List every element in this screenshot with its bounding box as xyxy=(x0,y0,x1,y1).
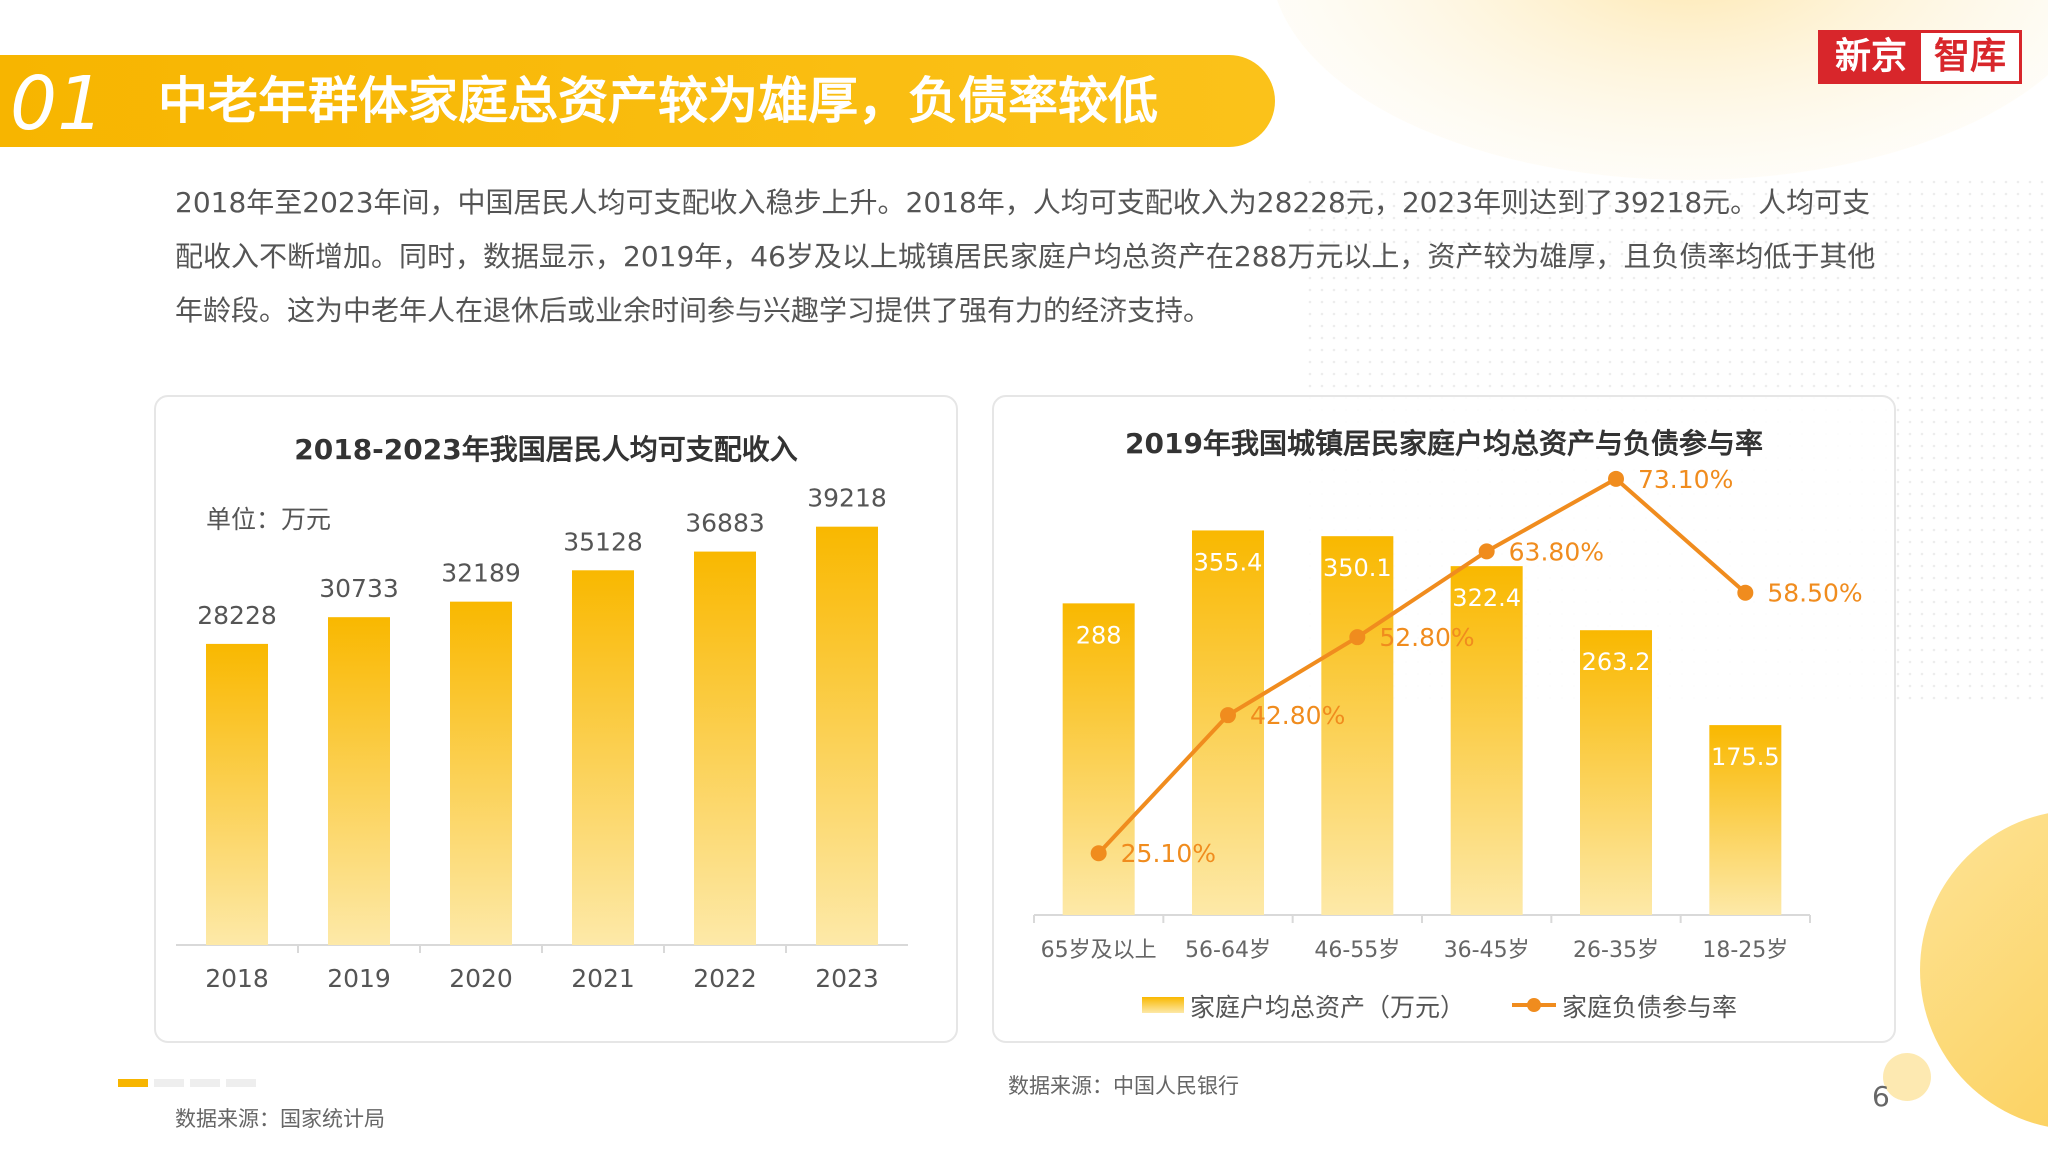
legend-bar-swatch xyxy=(1142,997,1184,1013)
data-label: 32189 xyxy=(441,559,521,588)
legend-line-marker xyxy=(1527,998,1541,1012)
bar xyxy=(1321,536,1394,915)
unit-label: 单位：万元 xyxy=(206,505,331,534)
line-point xyxy=(1608,470,1624,487)
section-title: 中老年群体家庭总资产较为雄厚，负债率较低 xyxy=(158,72,1158,130)
x-tick-label: 26-35岁 xyxy=(1573,938,1659,963)
line-data-label: 42.80% xyxy=(1250,701,1345,730)
data-label: 39218 xyxy=(807,484,887,513)
line-point xyxy=(1349,629,1366,646)
bar-data-label: 350.1 xyxy=(1323,554,1392,582)
bar-data-label: 355.4 xyxy=(1194,548,1263,576)
data-label: 28228 xyxy=(197,601,277,630)
bar xyxy=(694,551,756,945)
section-number: 01 xyxy=(10,61,105,147)
bar-data-label: 263.2 xyxy=(1582,648,1651,676)
pager-dot xyxy=(190,1079,220,1087)
x-tick-label: 2021 xyxy=(571,964,635,993)
x-tick-label: 56-64岁 xyxy=(1185,938,1271,963)
assets-combo-chart: 2019年我国城镇居民家庭户均总资产与负债参与率 288 65岁及以上 355.4 56… xyxy=(1033,427,1863,1022)
x-tick-label: 2019 xyxy=(327,964,391,993)
bar xyxy=(328,617,390,945)
legend-bar-label: 家庭户均总资产（万元） xyxy=(1190,993,1465,1022)
bar xyxy=(1709,725,1782,915)
pager-dot-active xyxy=(118,1079,148,1087)
x-tick-label: 18-25岁 xyxy=(1702,938,1788,963)
bar-data-label: 322.4 xyxy=(1452,584,1521,612)
line-data-label: 58.50% xyxy=(1767,579,1862,608)
source-left: 数据来源：国家统计局 xyxy=(175,1107,385,1131)
legend-line-label: 家庭负债参与率 xyxy=(1562,993,1737,1022)
logo-right-text: 智库 xyxy=(1921,33,2019,81)
debt-rate-line xyxy=(1097,476,1747,855)
x-tick-label: 36-45岁 xyxy=(1444,938,1530,963)
line-point xyxy=(1478,543,1495,560)
data-label: 36883 xyxy=(685,509,765,538)
data-label: 30733 xyxy=(319,574,399,603)
line-data-label: 52.80% xyxy=(1379,623,1474,652)
intro-paragraph: 2018年至2023年间，中国居民人均可支配收入稳步上升。2018年，人均可支配… xyxy=(175,186,1876,327)
line-data-label: 63.80% xyxy=(1509,537,1604,566)
bar xyxy=(1580,630,1652,915)
pager-dot xyxy=(154,1079,184,1087)
section-banner xyxy=(0,55,1275,147)
x-tick-label: 65岁及以上 xyxy=(1041,938,1157,963)
x-tick-label: 46-55岁 xyxy=(1314,938,1400,963)
x-tick-label: 2023 xyxy=(815,964,879,993)
income-chart-panel: 2018-2023年我国居民人均可支配收入单位：万元 28228 2018 30733… xyxy=(154,395,958,1043)
line-data-label: 73.10% xyxy=(1638,465,1733,494)
x-tick-label: 2022 xyxy=(693,964,757,993)
logo-left-text: 新京 xyxy=(1821,33,1921,81)
brand-logo: 新京 智库 xyxy=(1818,30,2022,84)
right-edge-blob xyxy=(1920,813,2048,1127)
top-right-blob xyxy=(1277,0,2048,180)
x-tick-label: 2018 xyxy=(205,964,269,993)
slide-pager xyxy=(118,1079,256,1087)
line-point xyxy=(1737,584,1754,601)
line-point xyxy=(1220,707,1236,724)
line-point xyxy=(1090,845,1107,862)
data-label: 35128 xyxy=(563,527,643,556)
bar xyxy=(572,570,634,945)
bar xyxy=(450,601,512,945)
bar xyxy=(1450,566,1523,915)
bar-data-label: 175.5 xyxy=(1711,743,1780,771)
bar-data-label: 288 xyxy=(1076,621,1122,649)
bar xyxy=(1062,603,1135,915)
source-right: 数据来源：中国人民银行 xyxy=(1008,1074,1239,1098)
assets-chart-panel: 2019年我国城镇居民家庭户均总资产与负债参与率 288 65岁及以上 355.4 56… xyxy=(992,395,1896,1043)
pager-dot xyxy=(226,1079,256,1087)
chart-title: 2018-2023年我国居民人均可支配收入 xyxy=(294,433,797,466)
page-number: 6 xyxy=(1872,1080,1890,1113)
chart-title: 2019年我国城镇居民家庭户均总资产与负债参与率 xyxy=(1125,427,1763,460)
bar xyxy=(206,643,268,945)
bar xyxy=(816,526,878,945)
x-tick-label: 2020 xyxy=(449,964,513,993)
line-data-label: 25.10% xyxy=(1121,839,1216,868)
small-circle xyxy=(1883,1053,1931,1101)
